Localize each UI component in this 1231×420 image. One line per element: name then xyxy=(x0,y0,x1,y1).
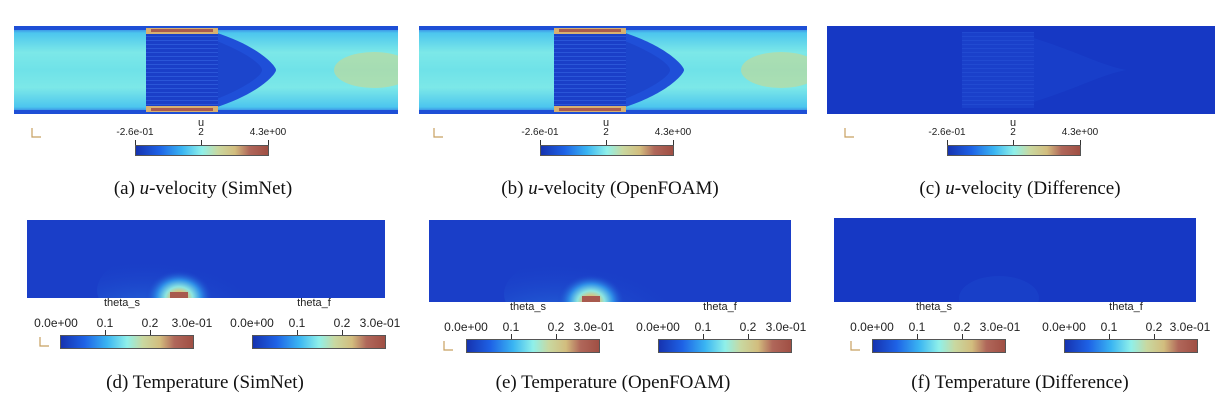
panel-d: theta_s 0.0e+00 0.1 0.2 3.0e-01 theta_f … xyxy=(0,210,410,420)
colorbar-tick-label: -2.6e-01 xyxy=(116,127,154,138)
colorbar-title: u xyxy=(1009,117,1017,129)
u-velocity-plot-simnet xyxy=(14,26,398,114)
colorbar-tick-label: 3.0e-01 xyxy=(171,316,213,330)
colorbar-gradient xyxy=(60,335,194,349)
colorbar-title: theta_s xyxy=(915,301,953,313)
colorbar-tick-label: 0.1 xyxy=(288,316,306,330)
colorbar-tick-label: 2 xyxy=(198,127,204,138)
colorbar-tick-label: 0.1 xyxy=(694,320,712,334)
temperature-plot-simnet xyxy=(27,220,385,298)
colorbar-tick-label: 0.1 xyxy=(1100,320,1118,334)
colorbar-gradient xyxy=(466,339,600,353)
colorbar-tick-label: 0.2 xyxy=(739,320,757,334)
colorbar-tick-label: -2.6e-01 xyxy=(521,127,559,138)
colorbar-gradient xyxy=(658,339,792,353)
colorbar-gradient xyxy=(540,145,674,156)
u-velocity-plot-difference xyxy=(827,26,1215,114)
axes-orientation-icon xyxy=(31,128,41,138)
colorbar-tick-label: 0.2 xyxy=(547,320,565,334)
panel-caption: (f) Temperature (Difference) xyxy=(911,372,1129,393)
panel-caption: (e) Temperature (OpenFOAM) xyxy=(495,372,731,393)
colorbar-tick-label: 3.0e-01 xyxy=(765,320,807,334)
axes-orientation-icon xyxy=(39,337,49,347)
axes-orientation-icon xyxy=(844,128,854,138)
colorbar-tick-label: 2 xyxy=(603,127,609,138)
colorbar-tick-label: 0.0e+00 xyxy=(1042,320,1086,334)
colorbar-title: theta_s xyxy=(103,297,141,309)
u-colorbar: u -2.6e-01 2 4.3e+00 xyxy=(116,117,286,157)
u-velocity-plot-openfoam xyxy=(419,26,807,114)
u-colorbar: u -2.6e-01 2 4.3e+00 xyxy=(521,117,691,157)
panel-a: u -2.6e-01 2 4.3e+00 (a) u-velocity (Sim… xyxy=(0,0,410,205)
panel-caption: (d) Temperature (SimNet) xyxy=(106,372,304,393)
colorbar-tick-label: 0.2 xyxy=(1145,320,1163,334)
colorbar-tick-label: 0.2 xyxy=(953,320,971,334)
colorbar-tick-label: 4.3e+00 xyxy=(249,127,287,138)
colorbar-title: u xyxy=(197,117,205,129)
colorbar-tick-label: 0.0e+00 xyxy=(230,316,274,330)
theta-f-colorbar: theta_f 0.0e+00 0.1 0.2 3.0e-01 xyxy=(1042,301,1210,357)
theta-s-colorbar: theta_s 0.0e+00 0.1 0.2 3.0e-01 xyxy=(34,297,212,353)
colorbar-title: theta_f xyxy=(297,297,331,309)
colorbar-gradient xyxy=(947,145,1081,156)
theta-f-colorbar: theta_f 0.0e+00 0.1 0.2 3.0e-01 xyxy=(230,297,400,353)
colorbar-gradient xyxy=(872,339,1006,353)
colorbar-tick-label: -2.6e-01 xyxy=(928,127,966,138)
u-colorbar: u -2.6e-01 2 4.3e+00 xyxy=(928,117,1098,157)
colorbar-tick-label: 3.0e-01 xyxy=(1169,320,1211,334)
colorbar-tick-label: 0.0e+00 xyxy=(34,316,78,330)
colorbar-title: theta_f xyxy=(703,301,737,313)
colorbar-gradient xyxy=(1064,339,1198,353)
axes-orientation-icon xyxy=(433,128,443,138)
colorbar-tick-label: 0.1 xyxy=(908,320,926,334)
colorbar-tick-label: 0.0e+00 xyxy=(444,320,488,334)
colorbar-tick-label: 0.0e+00 xyxy=(850,320,894,334)
axes-orientation-icon xyxy=(850,341,860,351)
colorbar-title: theta_s xyxy=(509,301,547,313)
panel-caption: (c) u-velocity (Difference) xyxy=(919,178,1121,199)
colorbar-title: theta_f xyxy=(1109,301,1143,313)
colorbar-tick-label: 0.2 xyxy=(141,316,159,330)
colorbar-tick-label: 3.0e-01 xyxy=(573,320,615,334)
theta-f-colorbar: theta_f 0.0e+00 0.1 0.2 3.0e-01 xyxy=(636,301,806,357)
theta-s-colorbar: theta_s 0.0e+00 0.1 0.2 3.0e-01 xyxy=(850,301,1020,357)
colorbar-tick-label: 3.0e-01 xyxy=(979,320,1021,334)
panel-caption: (b) u-velocity (OpenFOAM) xyxy=(501,178,719,199)
colorbar-tick-label: 0.2 xyxy=(333,316,351,330)
colorbar-gradient xyxy=(252,335,386,349)
theta-s-colorbar: theta_s 0.0e+00 0.1 0.2 3.0e-01 xyxy=(444,301,614,357)
colorbar-tick-label: 0.1 xyxy=(96,316,114,330)
panel-e: theta_s 0.0e+00 0.1 0.2 3.0e-01 theta_f … xyxy=(410,210,820,420)
colorbar-tick-label: 0.1 xyxy=(502,320,520,334)
colorbar-tick-label: 0.0e+00 xyxy=(636,320,680,334)
colorbar-title: u xyxy=(602,117,610,129)
colorbar-gradient xyxy=(135,145,269,156)
panel-caption: (a) u-velocity (SimNet) xyxy=(113,178,293,199)
axes-orientation-icon xyxy=(443,341,453,351)
colorbar-tick-label: 2 xyxy=(1010,127,1016,138)
temperature-plot-openfoam xyxy=(429,220,791,302)
panel-b: u -2.6e-01 2 4.3e+00 (b) u-velocity (Ope… xyxy=(410,0,820,205)
colorbar-tick-label: 4.3e+00 xyxy=(654,127,692,138)
colorbar-tick-label: 3.0e-01 xyxy=(359,316,401,330)
panel-f: theta_s 0.0e+00 0.1 0.2 3.0e-01 theta_f … xyxy=(820,210,1231,420)
temperature-plot-difference xyxy=(834,218,1196,302)
panel-c: u -2.6e-01 2 4.3e+00 (c) u-velocity (Dif… xyxy=(820,0,1231,205)
colorbar-tick-label: 4.3e+00 xyxy=(1061,127,1099,138)
